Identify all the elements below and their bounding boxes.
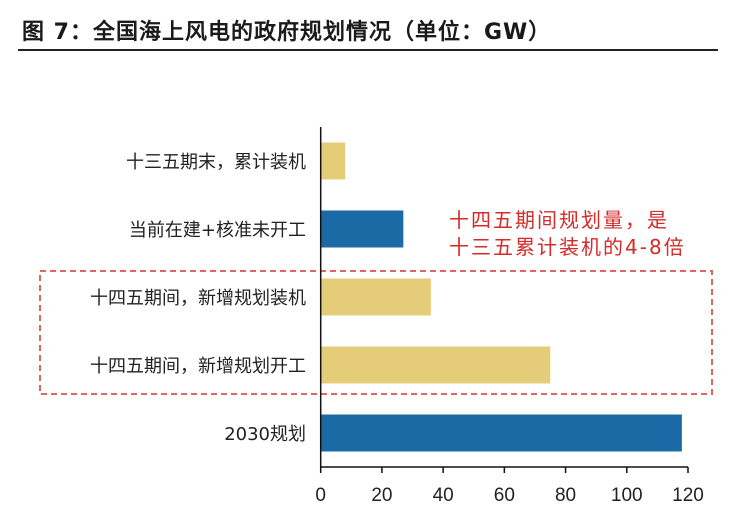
x-tick-label-1: 20 <box>371 485 392 506</box>
bar-0 <box>320 142 346 180</box>
x-tick-label-0: 0 <box>315 485 326 506</box>
category-label-4: 2030规划 <box>224 424 306 445</box>
bar-1 <box>320 210 404 248</box>
annotation-line-0: 十四五期间规划量，是 <box>449 208 669 232</box>
bar-4 <box>320 414 682 452</box>
category-label-0: 十三五期末，累计装机 <box>126 152 306 173</box>
highlight-box <box>39 270 713 395</box>
x-tick-label-4: 80 <box>555 485 576 506</box>
category-label-3: 十四五期间，新增规划开工 <box>90 356 306 377</box>
annotation-line-1: 十三五累计装机的4-8倍 <box>449 235 686 259</box>
bar-2 <box>320 278 431 316</box>
x-tick-label-3: 60 <box>494 485 515 506</box>
x-tick-label-2: 40 <box>433 485 454 506</box>
title-divider <box>18 49 718 51</box>
bar-3 <box>320 346 551 384</box>
chart-title: 图 7：全国海上风电的政府规划情况（单位：GW） <box>22 20 552 45</box>
category-label-1: 当前在建+核准未开工 <box>129 220 306 241</box>
x-tick-label-6: 120 <box>672 485 704 506</box>
x-tick-label-5: 100 <box>611 485 643 506</box>
category-label-2: 十四五期间，新增规划装机 <box>90 288 306 309</box>
